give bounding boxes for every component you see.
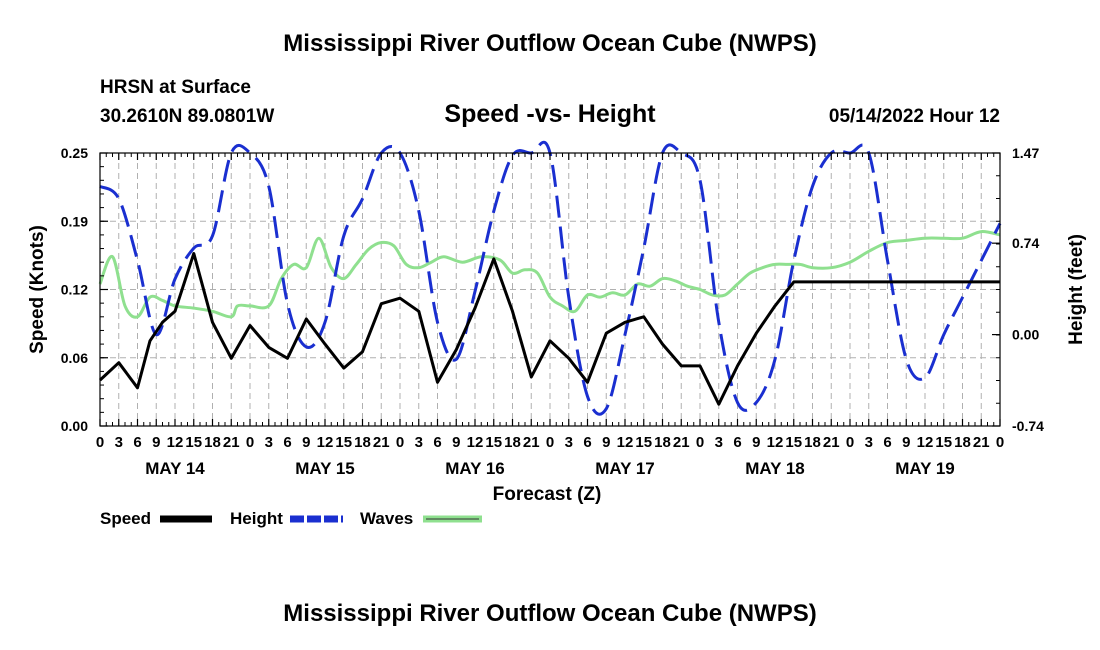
x-tick-label: 12 (167, 434, 184, 451)
x-tick-label: 21 (223, 434, 240, 451)
x-tick-label: 6 (583, 434, 591, 451)
x-tick-label: 12 (617, 434, 634, 451)
x-tick-label: 15 (785, 434, 802, 451)
x-tick-label: 6 (883, 434, 891, 451)
y-right-tick-label: 0.74 (1012, 235, 1039, 251)
x-tick-label: 21 (673, 434, 690, 451)
y-right-tick-label: 1.47 (1012, 145, 1039, 161)
legend-label-waves: Waves (360, 509, 414, 528)
day-label: MAY 15 (295, 459, 355, 478)
x-tick-label: 18 (954, 434, 971, 451)
x-tick-label: 21 (823, 434, 840, 451)
x-tick-label: 9 (152, 434, 160, 451)
day-label: MAY 14 (145, 459, 205, 478)
x-tick-label: 0 (996, 434, 1004, 451)
y-left-tick-label: 0.06 (61, 350, 88, 366)
y-left-tick-label: 0.19 (61, 213, 88, 229)
x-tick-label: 12 (317, 434, 334, 451)
y-left-tick-label: 0.25 (61, 145, 88, 161)
x-tick-label: 9 (302, 434, 310, 451)
x-tick-label: 9 (902, 434, 910, 451)
x-tick-label: 9 (752, 434, 760, 451)
x-tick-label: 6 (133, 434, 141, 451)
x-tick-label: 21 (973, 434, 990, 451)
x-tick-label: 18 (654, 434, 671, 451)
x-tick-label: 6 (283, 434, 291, 451)
chart-subtitle: Speed -vs- Height (444, 100, 656, 128)
station-name: HRSN at Surface (100, 77, 251, 98)
x-axis-title: Forecast (Z) (493, 484, 602, 505)
y-right-tick-label: 0.00 (1012, 327, 1039, 343)
series-line-waves (98, 230, 1001, 319)
x-tick-label: 18 (354, 434, 371, 451)
y-left-tick-label: 0.00 (61, 418, 88, 434)
x-tick-label: 15 (935, 434, 952, 451)
y-right-tick-label: -0.74 (1012, 418, 1044, 434)
y-right-axis-title: Height (feet) (1066, 234, 1087, 345)
x-tick-label: 21 (523, 434, 540, 451)
x-tick-label: 3 (115, 434, 123, 451)
x-tick-label: 0 (246, 434, 254, 451)
y-left-tick-label: 0.12 (61, 282, 88, 298)
series-line-speed (98, 252, 1000, 406)
main-title: Mississippi River Outflow Ocean Cube (NW… (283, 30, 817, 57)
x-tick-label: 9 (602, 434, 610, 451)
x-tick-label: 3 (865, 434, 873, 451)
station-coordinates: 30.2610N 89.0801W (100, 106, 275, 127)
x-tick-label: 12 (767, 434, 784, 451)
x-tick-label: 18 (804, 434, 821, 451)
x-tick-label: 21 (373, 434, 390, 451)
run-time: 05/14/2022 Hour 12 (828, 106, 1000, 127)
x-tick-label: 12 (917, 434, 934, 451)
x-tick-label: 15 (485, 434, 502, 451)
bottom-title: Mississippi River Outflow Ocean Cube (NW… (283, 600, 817, 627)
x-tick-label: 0 (546, 434, 554, 451)
x-tick-label: 15 (185, 434, 202, 451)
x-tick-label: 15 (335, 434, 352, 451)
day-label: MAY 17 (595, 459, 655, 478)
x-tick-label: 18 (504, 434, 521, 451)
x-tick-label: 3 (415, 434, 423, 451)
legend-label-speed: Speed (100, 509, 152, 528)
x-tick-label: 0 (96, 434, 104, 451)
x-tick-label: 15 (635, 434, 652, 451)
x-tick-label: 6 (733, 434, 741, 451)
day-label: MAY 16 (445, 459, 505, 478)
day-label: MAY 19 (895, 459, 955, 478)
x-tick-label: 3 (565, 434, 573, 451)
x-tick-label: 12 (467, 434, 484, 451)
day-label: MAY 18 (745, 459, 805, 478)
x-tick-label: 0 (396, 434, 404, 451)
x-tick-label: 0 (846, 434, 854, 451)
x-tick-label: 3 (265, 434, 273, 451)
y-left-axis-title: Speed (Knots) (27, 225, 48, 354)
x-tick-label: 0 (696, 434, 704, 451)
x-tick-label: 18 (204, 434, 221, 451)
x-tick-label: 3 (715, 434, 723, 451)
legend-label-height: Height (230, 509, 283, 528)
x-tick-label: 9 (452, 434, 460, 451)
x-tick-label: 6 (433, 434, 441, 451)
